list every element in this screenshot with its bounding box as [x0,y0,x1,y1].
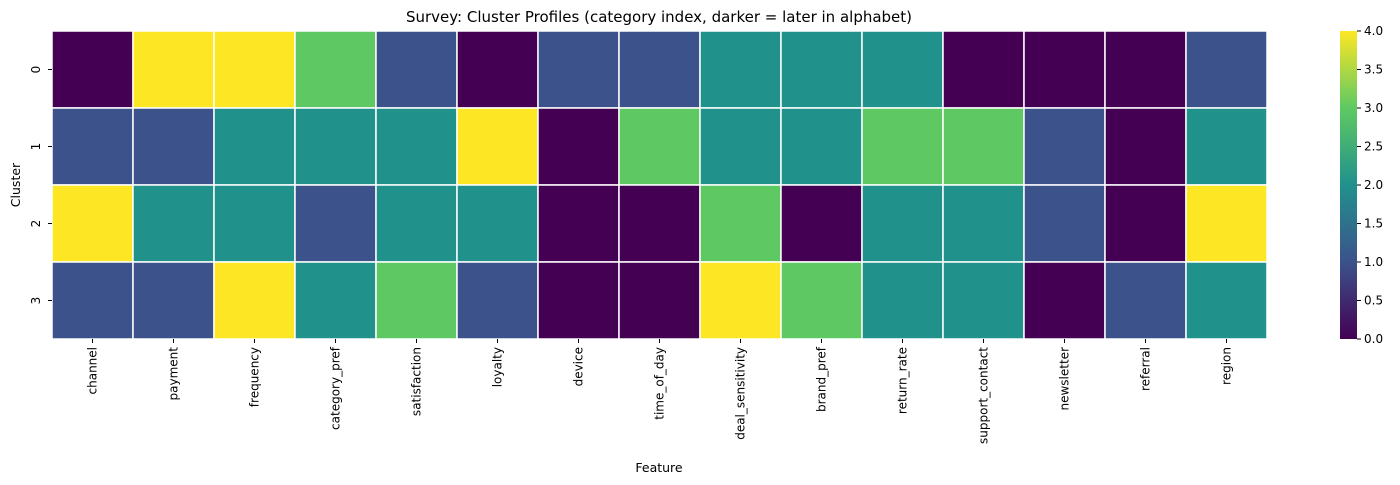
y-tick-label-3: 3 [29,297,43,305]
heatmap-cell-3-channel [51,261,134,340]
colorbar: 0.0 0.5 1.0 1.5 2.0 2.5 3.0 3.5 4.0 [1340,24,1383,346]
heatmap-cell-3-brand_pref [780,261,863,340]
heatmap-cell-2-brand_pref [780,184,863,263]
heatmap-cell-1-satisfaction [375,107,458,186]
heatmap-cell-1-deal_sensitivity [699,107,782,186]
heatmap-cell-2-time_of_day [618,184,701,263]
y-axis-label: Cluster [8,162,23,207]
heatmap-cell-0-brand_pref [780,30,863,109]
heatmap-cell-0-referral [1104,30,1187,109]
x-tick-label-frequency: frequency [248,347,262,407]
x-tick-label-deal_sensitivity: deal_sensitivity [734,347,748,440]
colorbar-tick-label: 1.5 [1364,217,1383,231]
heatmap-cell-2-satisfaction [375,184,458,263]
x-tick-label-time_of_day: time_of_day [653,347,667,420]
heatmap-cell-0-category_pref [294,30,377,109]
heatmap-cell-3-newsletter [1023,261,1106,340]
heatmap-cell-3-loyalty [456,261,539,340]
heatmap-cell-3-frequency [213,261,296,340]
y-tick-label-0: 0 [29,66,43,74]
heatmap-cell-2-device [537,184,620,263]
x-tick-label-device: device [572,347,586,386]
heatmap-cell-0-frequency [213,30,296,109]
heatmap-cell-1-payment [132,107,215,186]
heatmap-cell-1-loyalty [456,107,539,186]
x-tick-label-channel: channel [86,347,100,394]
x-tick-label-support_contact: support_contact [977,347,991,444]
heatmap-cell-2-payment [132,184,215,263]
x-tick-label-satisfaction: satisfaction [410,347,424,416]
heatmap-cell-0-deal_sensitivity [699,30,782,109]
heatmap-cell-1-referral [1104,107,1187,186]
heatmap-cell-3-payment [132,261,215,340]
heatmap-cell-1-return_rate [861,107,944,186]
colorbar-tick-label: 1.0 [1364,255,1383,269]
x-tick-label-region: region [1220,347,1234,385]
y-tick-label-1: 1 [29,143,43,151]
heatmap-cell-1-category_pref [294,107,377,186]
heatmap-cell-2-loyalty [456,184,539,263]
heatmap-cell-2-frequency [213,184,296,263]
x-tick-label-referral: referral [1139,347,1153,391]
heatmap-cell-2-newsletter [1023,184,1106,263]
heatmap-cell-2-region [1185,184,1268,263]
heatmap-cell-1-time_of_day [618,107,701,186]
heatmap-cell-2-channel [51,184,134,263]
heatmap-cell-1-support_contact [942,107,1025,186]
heatmap-cell-1-device [537,107,620,186]
colorbar-tick-label: 0.0 [1364,332,1383,346]
heatmap-cell-2-return_rate [861,184,944,263]
heatmap-cells [51,30,1268,340]
heatmap-cell-2-support_contact [942,184,1025,263]
heatmap-cell-0-payment [132,30,215,109]
heatmap-cell-3-device [537,261,620,340]
heatmap-cell-0-newsletter [1023,30,1106,109]
heatmap-cell-0-time_of_day [618,30,701,109]
x-tick-label-brand_pref: brand_pref [815,346,829,412]
colorbar-tick-label: 2.0 [1364,178,1383,192]
x-tick-label-payment: payment [167,347,181,401]
colorbar-tick-label: 3.5 [1364,63,1383,77]
heatmap-cell-3-deal_sensitivity [699,261,782,340]
colorbar-tick-label: 0.5 [1364,294,1383,308]
chart-title: Survey: Cluster Profiles (category index… [406,8,912,26]
x-tick-label-newsletter: newsletter [1058,347,1072,411]
heatmap-cell-0-support_contact [942,30,1025,109]
heatmap-cell-3-support_contact [942,261,1025,340]
heatmap-cell-1-newsletter [1023,107,1106,186]
heatmap-cell-3-return_rate [861,261,944,340]
colorbar-gradient [1340,31,1357,339]
x-tick-label-loyalty: loyalty [491,347,505,387]
heatmap-cell-0-loyalty [456,30,539,109]
heatmap-cell-2-category_pref [294,184,377,263]
heatmap-cell-0-device [537,30,620,109]
heatmap-cell-0-satisfaction [375,30,458,109]
y-tick-label-2: 2 [29,220,43,228]
y-tick-labels: 0 1 2 3 [29,66,52,305]
x-tick-labels: channel payment frequency category_pref sati… [86,339,1234,444]
x-axis-label: Feature [635,460,683,475]
heatmap-cell-0-return_rate [861,30,944,109]
colorbar-tick-label: 2.5 [1364,140,1383,154]
x-tick-label-return_rate: return_rate [896,347,910,414]
heatmap-cell-3-time_of_day [618,261,701,340]
heatmap-cell-1-channel [51,107,134,186]
heatmap-cell-3-satisfaction [375,261,458,340]
heatmap-cell-1-brand_pref [780,107,863,186]
colorbar-tick-label: 4.0 [1364,24,1383,38]
heatmap-cell-3-region [1185,261,1268,340]
heatmap-cell-2-referral [1104,184,1187,263]
heatmap-cell-2-deal_sensitivity [699,184,782,263]
colorbar-tick-label: 3.0 [1364,101,1383,115]
heatmap-cell-0-channel [51,30,134,109]
heatmap-cell-1-region [1185,107,1268,186]
heatmap-cell-3-referral [1104,261,1187,340]
heatmap-cell-0-region [1185,30,1268,109]
heatmap-cell-1-frequency [213,107,296,186]
heatmap-cell-3-category_pref [294,261,377,340]
x-tick-label-category_pref: category_pref [329,346,343,430]
